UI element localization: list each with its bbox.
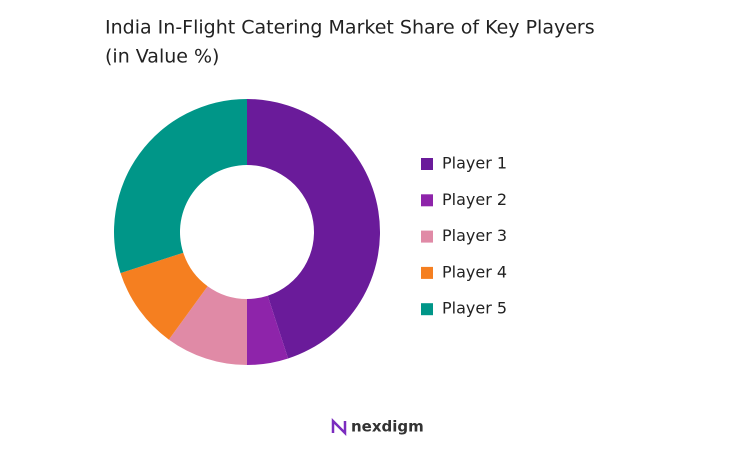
brand-logo: nexdigm [331,417,424,437]
chart-subtitle: (in Value %) [105,46,219,68]
brand-name: nexdigm [351,418,424,436]
donut-slice [120,252,208,340]
legend-label: Player 5 [442,299,507,318]
donut-slice [168,286,247,365]
legend-label: Player 2 [442,190,507,209]
legend-swatch [421,303,433,316]
legend-swatch [421,158,433,170]
donut-slice [247,295,289,365]
chart-title: India In-Flight Catering Market Share of… [105,17,595,39]
legend-label: Player 1 [442,154,507,173]
legend-swatch [421,194,433,207]
donut-slice [113,99,247,274]
logo-icon [331,417,347,437]
legend-label: Player 4 [442,262,507,281]
legend-swatch [421,266,433,279]
legend-label: Player 3 [442,226,507,245]
donut-slice [247,99,380,359]
legend-swatch [421,230,433,243]
